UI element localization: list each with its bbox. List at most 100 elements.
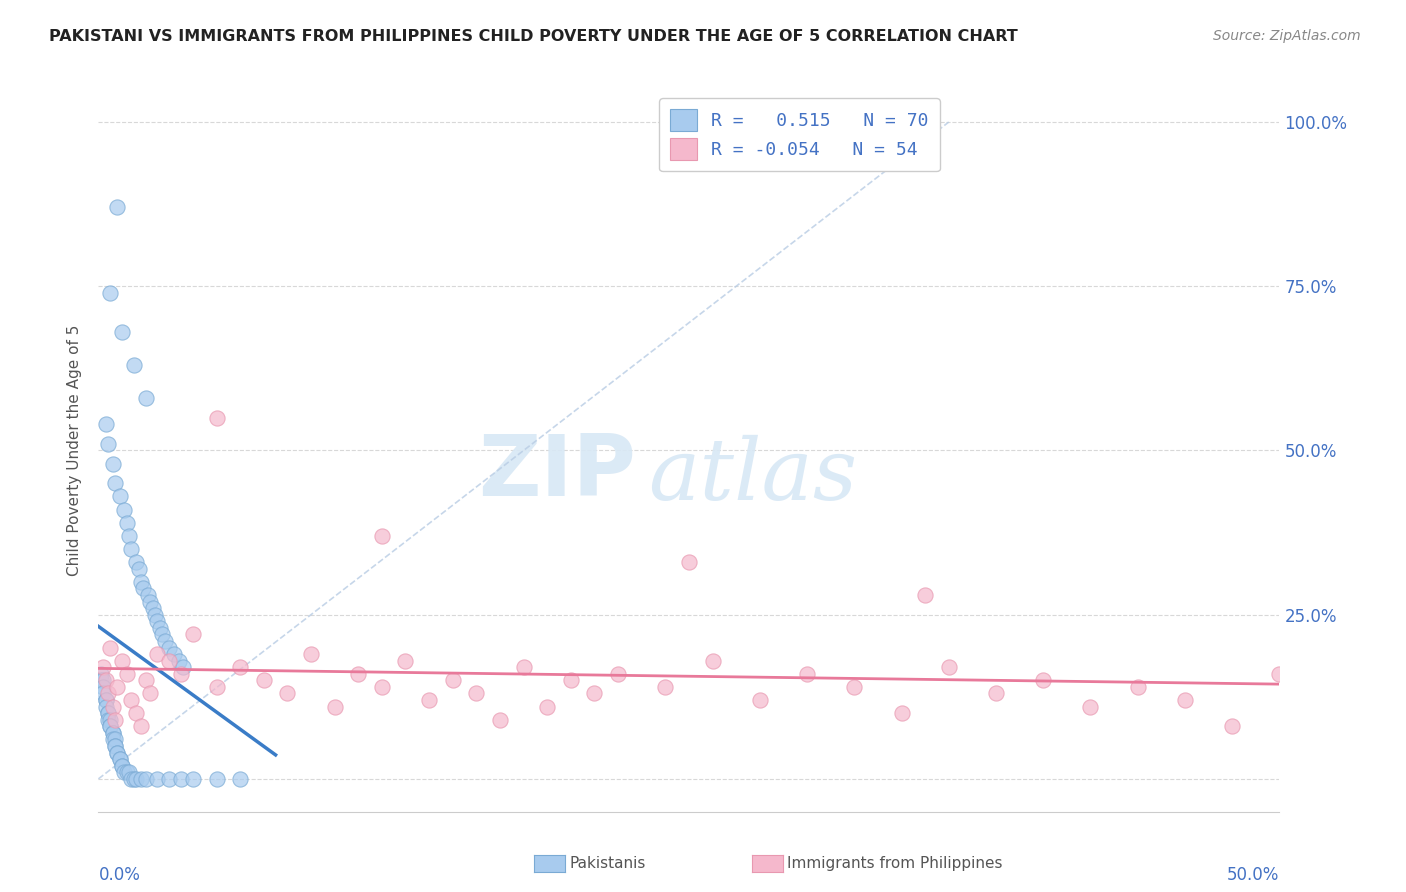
Point [104, 739, 127, 753]
Point [104, 739, 127, 753]
Point [441, 673, 464, 688]
Point [678, 555, 700, 569]
Point [115, 666, 138, 681]
Point [128, 562, 150, 576]
Point [136, 588, 159, 602]
Point [1126, 680, 1149, 694]
Text: Immigrants from Philippines: Immigrants from Philippines [787, 856, 1002, 871]
Point [135, 673, 157, 688]
Point [748, 693, 770, 707]
Point [94, 417, 117, 432]
Point [135, 391, 157, 405]
Point [129, 574, 152, 589]
Point [796, 666, 818, 681]
Point [253, 673, 276, 688]
Text: Pakistanis: Pakistanis [569, 856, 645, 871]
Point [146, 647, 169, 661]
Text: PAKISTANI VS IMMIGRANTS FROM PHILIPPINES CHILD POVERTY UNDER THE AGE OF 5 CORREL: PAKISTANI VS IMMIGRANTS FROM PHILIPPINES… [49, 29, 1018, 44]
Point [371, 529, 394, 543]
Point [98, 285, 121, 300]
Point [97, 437, 120, 451]
Point [101, 699, 124, 714]
Text: atlas: atlas [648, 434, 856, 517]
Point [172, 660, 194, 674]
Point [157, 640, 180, 655]
Point [167, 654, 190, 668]
Point [91, 680, 114, 694]
Point [122, 772, 145, 786]
Point [150, 627, 173, 641]
Point [122, 358, 145, 372]
Point [157, 654, 180, 668]
Legend: R =   0.515   N = 70, R = -0.054   N = 54: R = 0.515 N = 70, R = -0.054 N = 54 [659, 98, 939, 171]
Point [181, 627, 204, 641]
Point [97, 686, 120, 700]
Point [112, 765, 135, 780]
Point [94, 673, 117, 688]
Point [143, 607, 166, 622]
Point [97, 706, 120, 721]
Point [890, 706, 912, 721]
Point [583, 686, 606, 700]
Point [135, 772, 157, 786]
Point [418, 693, 440, 707]
Point [118, 529, 141, 543]
Point [121, 772, 143, 786]
Point [139, 686, 162, 700]
Point [105, 746, 128, 760]
Point [97, 706, 120, 721]
Point [111, 654, 134, 668]
Point [94, 699, 117, 714]
Point [105, 746, 128, 760]
Point [115, 765, 138, 780]
Point [938, 660, 960, 674]
Point [560, 673, 582, 688]
Point [112, 502, 135, 516]
Point [146, 772, 169, 786]
Point [104, 732, 127, 747]
Point [914, 588, 936, 602]
Point [844, 680, 866, 694]
Point [108, 490, 131, 504]
Point [142, 601, 165, 615]
Point [702, 654, 724, 668]
Text: 0.0%: 0.0% [98, 866, 141, 884]
Point [984, 686, 1007, 700]
Point [111, 325, 134, 339]
Point [512, 660, 534, 674]
Point [229, 660, 252, 674]
Point [205, 410, 228, 425]
Point [129, 772, 152, 786]
Point [125, 706, 148, 721]
Point [108, 752, 131, 766]
Point [101, 457, 124, 471]
Point [121, 693, 143, 707]
Point [181, 772, 204, 786]
Point [91, 673, 114, 688]
Text: 50.0%: 50.0% [1227, 866, 1279, 884]
Point [105, 201, 128, 215]
Point [163, 647, 186, 661]
Point [91, 686, 114, 700]
Point [98, 713, 121, 727]
Point [101, 726, 124, 740]
Point [121, 541, 143, 556]
Point [489, 713, 512, 727]
Point [139, 594, 162, 608]
Point [105, 680, 128, 694]
Point [90, 666, 112, 681]
Point [1032, 673, 1054, 688]
Point [97, 713, 120, 727]
Point [125, 772, 148, 786]
Point [115, 516, 138, 530]
Point [108, 752, 131, 766]
Point [94, 693, 117, 707]
Point [607, 666, 630, 681]
Point [323, 699, 346, 714]
Point [118, 765, 141, 780]
Point [91, 660, 114, 674]
Point [170, 666, 193, 681]
Point [1080, 699, 1102, 714]
Point [229, 772, 252, 786]
Point [111, 758, 134, 772]
